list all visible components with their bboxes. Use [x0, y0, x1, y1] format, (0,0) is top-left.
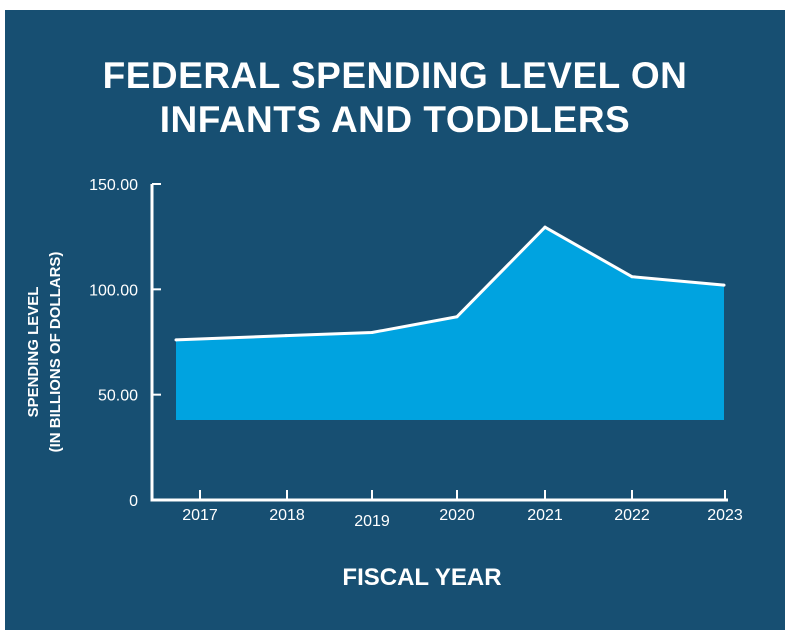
x-tick-label-2020: 2020 — [439, 507, 475, 524]
y-axis-title-line-2: (IN BILLIONS OF DOLLARS) — [47, 252, 64, 453]
data-point-2020 — [455, 315, 459, 319]
x-tick-label-2018: 2018 — [269, 507, 305, 524]
y-tick-label-100: 100.00 — [89, 282, 138, 299]
data-point-2021 — [543, 225, 547, 229]
x-tick-label-2021: 2021 — [527, 507, 563, 524]
data-point-2022 — [630, 275, 634, 279]
x-tick-label-2017: 2017 — [182, 507, 218, 524]
y-axis-title-line-1: SPENDING LEVEL — [25, 287, 42, 418]
x-tick-label-2019: 2019 — [354, 513, 390, 530]
data-point-2017 — [174, 338, 178, 342]
y-tick-label-150: 150.00 — [89, 177, 138, 194]
x-tick-label-2023: 2023 — [707, 507, 743, 524]
data-point-2019 — [370, 331, 374, 335]
y-tick-label-50: 50.00 — [98, 388, 138, 405]
area-series — [176, 227, 724, 420]
x-axis-title: FISCAL YEAR — [342, 564, 501, 591]
data-point-2023 — [722, 283, 726, 287]
chart-title-line-2: INFANTS AND TODDLERS — [159, 99, 631, 140]
data-point-2018 — [284, 334, 288, 338]
chart-title: FEDERAL SPENDING LEVEL ON INFANTS AND TO… — [5, 54, 785, 142]
x-tick-label-2022: 2022 — [614, 507, 650, 524]
y-tick-label-0: 0 — [129, 493, 138, 510]
chart-title-line-1: FEDERAL SPENDING LEVEL ON — [102, 55, 688, 96]
